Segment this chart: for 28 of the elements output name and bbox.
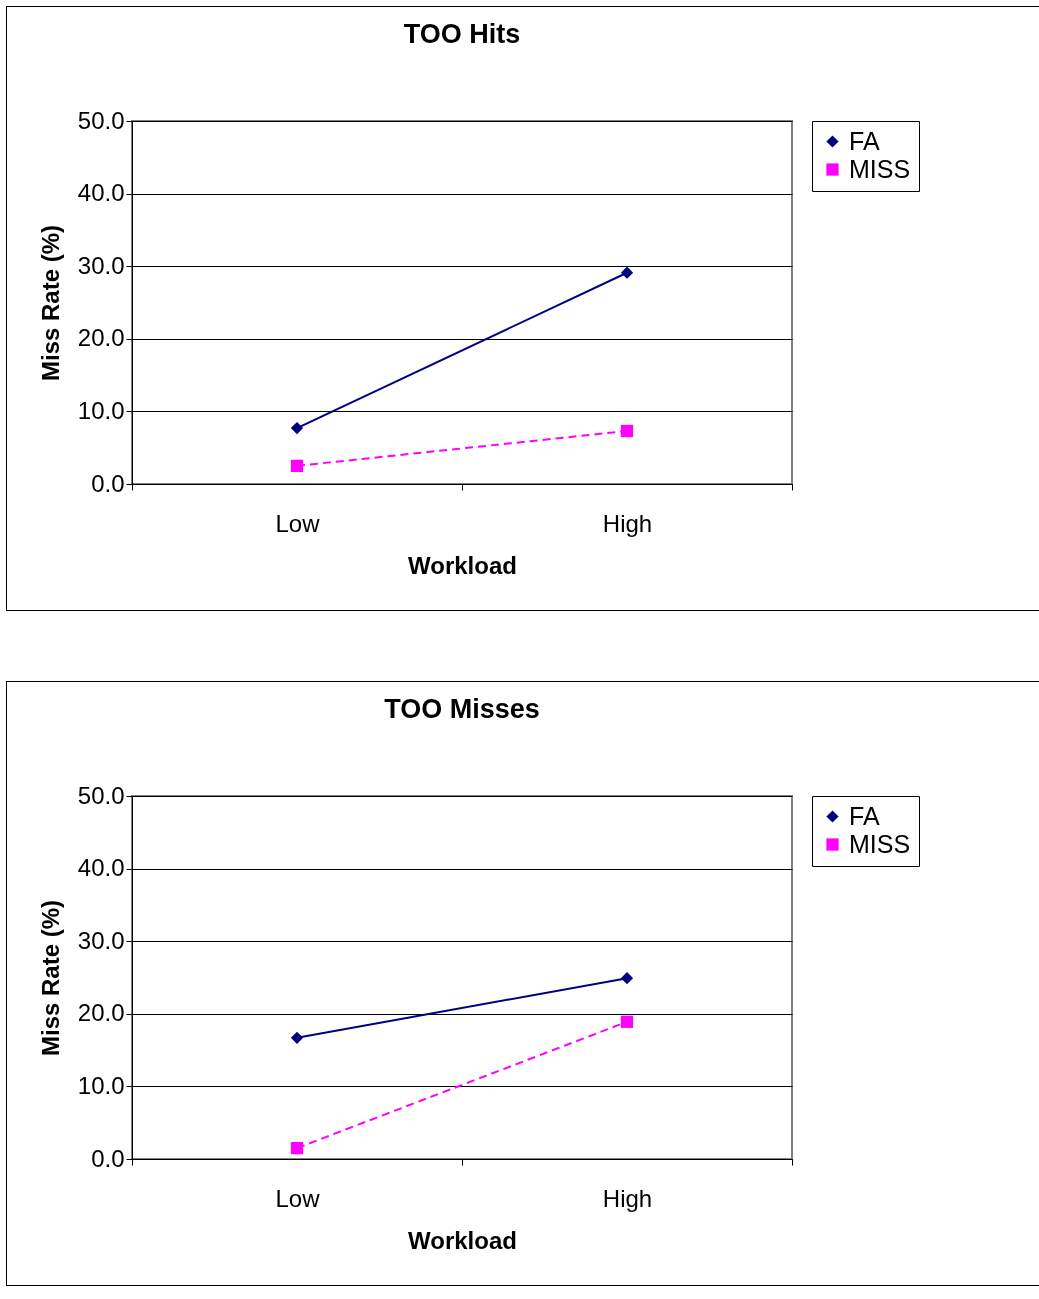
chart-title: TOO Misses <box>384 694 540 724</box>
y-tick-label: 30.0 <box>77 251 125 279</box>
x-tick-label: Low <box>275 509 321 537</box>
y-tick-label: 50.0 <box>77 106 125 134</box>
x-axis-title: Workload <box>408 551 517 579</box>
x-tick-label: Low <box>275 1184 321 1212</box>
legend-label: FA <box>849 126 880 155</box>
y-tick-label: 10.0 <box>77 396 125 424</box>
y-tick-label: 0.0 <box>91 1144 125 1172</box>
y-axis-title: Miss Rate (%) <box>36 224 64 382</box>
y-tick-label: 10.0 <box>77 1071 125 1099</box>
x-axis-title: Workload <box>408 1226 517 1254</box>
chart-title: TOO Hits <box>403 19 521 49</box>
y-tick-label: 30.0 <box>77 926 125 954</box>
legend-label: MISS <box>849 829 911 858</box>
x-tick-label: High <box>602 509 653 537</box>
y-tick-label: 40.0 <box>77 179 125 207</box>
point <box>620 1015 634 1028</box>
x-tick-label: High <box>602 1184 653 1212</box>
y-tick-label: 40.0 <box>77 854 125 882</box>
y-axis-title: Miss Rate (%) <box>36 899 64 1057</box>
point <box>290 421 304 435</box>
y-tick-label: 20.0 <box>77 324 125 352</box>
legend-label: MISS <box>849 154 911 183</box>
y-tick-label: 0.0 <box>91 469 125 497</box>
y-tick-label: 20.0 <box>77 999 125 1027</box>
y-tick-label: 50.0 <box>77 781 125 809</box>
legend-label: FA <box>849 801 880 830</box>
